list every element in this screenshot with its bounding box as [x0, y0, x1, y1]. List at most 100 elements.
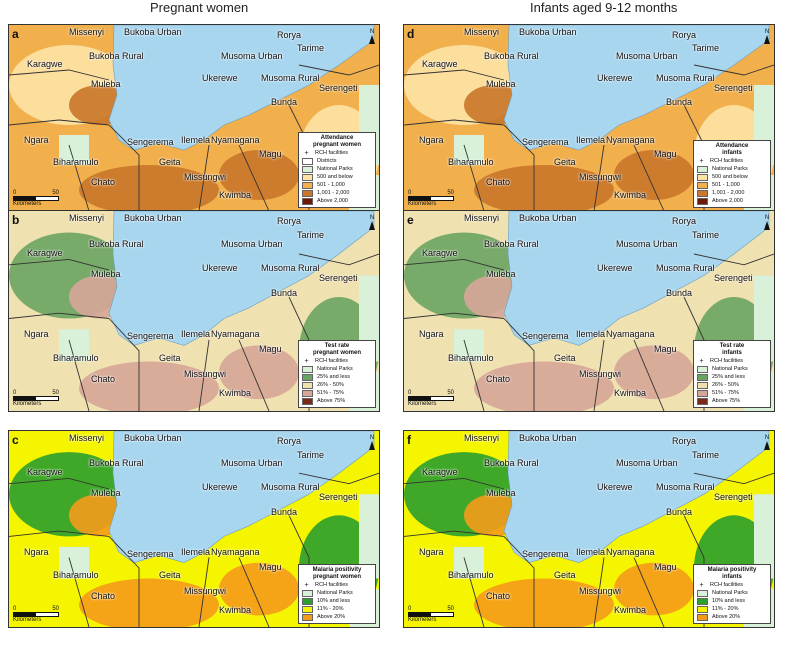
map-panel-d: d Missenyi Bukoba Urban Bukoba Rural Karagwe… — [403, 24, 775, 212]
district-label: Bukoba Rural — [484, 51, 539, 61]
legend-item: 11% - 20% — [302, 605, 372, 613]
legend-label: National Parks — [317, 590, 353, 596]
lake-victoria — [503, 211, 770, 346]
district-label: Kwimba — [219, 604, 252, 615]
legend-label: 11% - 20% — [712, 606, 739, 612]
district-label: Karagwe — [422, 466, 458, 477]
map-region — [404, 536, 454, 621]
map-panel-f: f Missenyi Bukoba Urban Bukoba Rural Karagwe… — [403, 430, 775, 628]
panel-letter: b — [12, 213, 20, 227]
district-label: Geita — [159, 157, 181, 167]
north-arrow-icon: N — [764, 215, 770, 230]
legend-label: 11% - 20% — [317, 606, 344, 612]
district-boundary — [593, 339, 605, 411]
legend-title: Malaria positivity — [312, 567, 362, 573]
legend-item: National Parks — [302, 165, 372, 173]
map-region — [79, 578, 219, 627]
map-panel-b: b Missenyi Bukoba Urban Bukoba Rural Karagwe… — [8, 210, 380, 412]
legend-swatch — [697, 189, 708, 197]
legend-item: + RCH facilities — [302, 581, 372, 589]
district-boundary — [463, 339, 485, 411]
legend-item: Above 75% — [697, 397, 767, 405]
district-label: Missenyi — [69, 27, 105, 37]
district-label: Geita — [554, 157, 576, 167]
legend-item: + RCH facilities — [302, 149, 372, 157]
district-label: Missenyi — [464, 27, 500, 37]
district-label: Ilemela — [576, 135, 606, 145]
district-label: Geita — [554, 352, 576, 363]
district-label: Chato — [486, 591, 511, 602]
district-boundary — [633, 144, 665, 211]
district-label: Missenyi — [69, 213, 105, 224]
district-label: Rorya — [277, 436, 302, 447]
legend-label: 500 and below — [317, 174, 353, 180]
district-label: Bukoba Urban — [124, 433, 182, 444]
legend-swatch — [697, 381, 708, 389]
district-label: Nyamagana — [606, 135, 655, 145]
district-label: Kwimba — [614, 388, 647, 399]
legend-swatch — [697, 397, 708, 405]
district-label: Geita — [554, 570, 576, 581]
district-label: Serengeti — [319, 492, 358, 503]
legend-swatch — [302, 605, 313, 613]
legend-item: 10% and less — [302, 597, 372, 605]
scale-bar: 0 50 Kilometers — [408, 390, 454, 407]
district-boundary — [633, 557, 665, 627]
legend-label: 501 - 1,000 — [317, 182, 345, 188]
district-label: Magu — [259, 149, 282, 159]
legend-label: National Parks — [712, 166, 748, 172]
district-label: Karagwe — [27, 247, 63, 258]
scale-bar: 0 50 Kilometers — [408, 606, 454, 623]
district-label: Ilemela — [576, 546, 606, 557]
legend-label: Above 75% — [317, 398, 346, 404]
legend-swatch: + — [699, 157, 704, 165]
district-label: Kwimba — [219, 190, 252, 200]
map-legend: Attendance infants + RCH facilities National… — [693, 140, 771, 208]
north-arrow-icon: N — [369, 215, 375, 230]
legend-label: Districts — [317, 158, 337, 164]
district-label: Musoma Rural — [656, 73, 715, 83]
legend-swatch — [697, 613, 708, 621]
district-boundary — [404, 530, 505, 537]
district-label: Muleba — [91, 487, 121, 498]
scale-bar: 0 50 Kilometers — [13, 606, 59, 623]
district-boundary — [693, 472, 774, 485]
legend-swatch — [697, 389, 708, 397]
legend-item: National Parks — [302, 589, 372, 597]
district-label: Ukerewe — [202, 73, 238, 83]
district-boundary — [238, 144, 270, 211]
district-boundary — [68, 557, 90, 627]
map-legend: Test rate pregnant women + RCH facilities Na… — [298, 340, 376, 408]
district-boundary — [593, 557, 605, 627]
district-boundary — [693, 64, 774, 76]
district-label: Tarime — [297, 43, 325, 53]
district-label: Magu — [259, 344, 282, 355]
map-region — [614, 150, 694, 200]
legend-swatch — [302, 397, 313, 405]
district-label: Kwimba — [219, 388, 252, 399]
district-label: Karagwe — [422, 247, 458, 258]
map-svg — [404, 211, 774, 411]
legend-item: 26% - 50% — [697, 381, 767, 389]
map-region — [474, 165, 614, 211]
district-label: Ilemela — [576, 329, 606, 340]
map-legend: Test rate infants + RCH facilities National … — [693, 340, 771, 408]
legend-label: RCH facilities — [315, 582, 349, 588]
legend-item: 500 and below — [302, 173, 372, 181]
scale-bar: 0 50 Kilometers — [13, 390, 59, 407]
legend-subtitle: infants — [722, 350, 742, 356]
district-label: Musoma Rural — [656, 262, 715, 273]
legend-item: 51% - 75% — [697, 389, 767, 397]
legend-item: + RCH facilities — [302, 357, 372, 365]
district-label: Bukoba Urban — [519, 27, 577, 37]
district-label: Tarime — [692, 230, 720, 241]
legend-swatch — [697, 605, 708, 613]
district-label: Bukoba Urban — [519, 213, 577, 224]
legend-item: Above 2,000 — [697, 197, 767, 205]
map-legend: Malaria positivity pregnant women + RCH fac… — [298, 564, 376, 624]
scale-bar: 0 50 Kilometers — [408, 190, 454, 207]
legend-item: National Parks — [697, 165, 767, 173]
panel-letter: d — [407, 27, 415, 41]
legend-label: 1,001 - 2,000 — [317, 190, 350, 196]
district-label: Nyamagana — [211, 329, 260, 340]
